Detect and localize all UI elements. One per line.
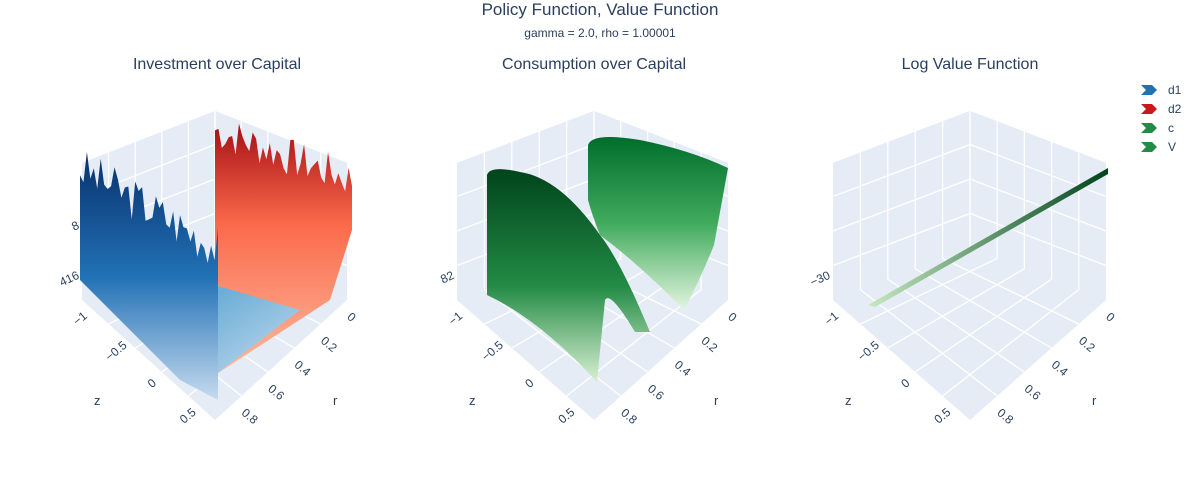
surface-d1 [80, 151, 218, 400]
legend-label-d1: d1 [1168, 82, 1182, 97]
x-axis-title: r [333, 393, 338, 408]
legend-item-d2[interactable]: d2 [1138, 99, 1181, 118]
panel-1-title: Investment over Capital [132, 56, 302, 73]
floor-grid-line [942, 289, 1080, 397]
x-tick-label: 0 [725, 310, 739, 325]
y-axis-title: z [469, 393, 476, 408]
x-tick-label: 0.2 [318, 334, 340, 356]
y-tick-label: −1 [822, 309, 842, 329]
y-tick-label: −1 [70, 309, 90, 329]
y-tick-label: −1 [446, 309, 466, 329]
z-tick-label: 416 [57, 268, 81, 289]
scene-3 [832, 109, 1107, 420]
x-tick-label: 0 [1103, 310, 1117, 325]
x-axis-title: r [714, 393, 719, 408]
floor-grid-line [860, 289, 998, 397]
floor-grid-line [887, 268, 1025, 349]
legend-item-d1[interactable]: d1 [1138, 80, 1181, 99]
x-tick-label: 0.8 [239, 406, 261, 428]
y-tick-label: 0 [145, 376, 159, 391]
x-tick-label: 0.6 [265, 382, 287, 404]
floor-grid-line [484, 289, 622, 397]
legend-label-v: V [1168, 139, 1177, 154]
floor-grid-line [887, 278, 1025, 373]
y-tick-label: 0.5 [931, 405, 953, 427]
x-tick-label: 0.2 [699, 334, 721, 356]
x-tick-label: 0.4 [672, 358, 694, 380]
floor-grid-line [538, 278, 675, 373]
y-tick-label: −0.5 [855, 338, 882, 364]
floor-grid-line [914, 278, 1052, 373]
floor-grid-line [942, 257, 1080, 325]
x-axis-title: r [1092, 393, 1097, 408]
legend-label-d2: d2 [1168, 101, 1182, 116]
panel-2-title: Consumption over Capital [501, 56, 687, 73]
x-tick-label: 0.6 [1022, 382, 1044, 404]
x-tick-label: 0 [344, 310, 358, 325]
legend-swatch-c [1141, 122, 1157, 133]
legend-item-v[interactable]: V [1138, 137, 1181, 156]
y-tick-label: 0.5 [177, 405, 199, 427]
y-tick-label: 0.5 [555, 405, 577, 427]
x-tick-label: 0.2 [1076, 334, 1098, 356]
y-tick-label: −0.5 [102, 338, 129, 364]
surface-v [868, 168, 1108, 307]
y-axis-title: z [845, 393, 852, 408]
legend-swatch-d2 [1141, 103, 1157, 114]
x-tick-label: 0.8 [994, 406, 1016, 428]
floor-grid-line [860, 257, 998, 325]
legend-label-c: c [1168, 120, 1174, 135]
y-axis-title: z [94, 393, 101, 408]
surface-c-ridge-2 [588, 136, 728, 310]
x-tick-label: 0.8 [618, 406, 640, 428]
y-tick-label: 0 [898, 376, 912, 391]
legend-swatch-d1 [1141, 84, 1157, 95]
floor-grid-line [914, 268, 1052, 349]
legend-swatch-v [1141, 141, 1157, 152]
surface-c-ridge-1 [487, 169, 650, 382]
panel-3-title: Log Value Function [901, 56, 1039, 73]
y-tick-label: −0.5 [479, 338, 506, 364]
y-tick-label: 0 [522, 376, 536, 391]
z-tick-label: −30 [808, 268, 833, 289]
x-tick-label: 0.6 [645, 382, 667, 404]
x-tick-label: 0.4 [1049, 358, 1071, 380]
legend-item-c[interactable]: c [1138, 118, 1181, 137]
z-tick-label: 82 [438, 268, 456, 286]
z-tick-label: 8 [69, 218, 81, 234]
legend: d1 d2 c V [1138, 80, 1181, 156]
floor-grid-line [566, 289, 702, 397]
chart-title: Policy Function, Value Function [481, 0, 719, 19]
chart-subtitle: gamma = 2.0, rho = 1.00001 [524, 26, 676, 40]
x-tick-label: 0.4 [292, 358, 314, 380]
